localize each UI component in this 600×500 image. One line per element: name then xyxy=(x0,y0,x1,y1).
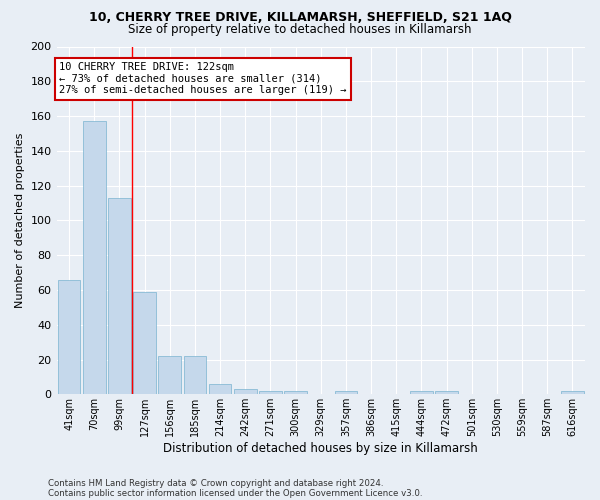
Bar xyxy=(209,384,232,394)
Bar xyxy=(184,356,206,395)
Y-axis label: Number of detached properties: Number of detached properties xyxy=(15,132,25,308)
Bar xyxy=(561,391,584,394)
Bar xyxy=(108,198,131,394)
Bar xyxy=(234,389,257,394)
Text: 10, CHERRY TREE DRIVE, KILLAMARSH, SHEFFIELD, S21 1AQ: 10, CHERRY TREE DRIVE, KILLAMARSH, SHEFF… xyxy=(89,11,511,24)
Bar xyxy=(133,292,156,395)
X-axis label: Distribution of detached houses by size in Killamarsh: Distribution of detached houses by size … xyxy=(163,442,478,455)
Bar xyxy=(435,391,458,394)
Text: Contains public sector information licensed under the Open Government Licence v3: Contains public sector information licen… xyxy=(48,488,422,498)
Bar xyxy=(58,280,80,394)
Bar xyxy=(158,356,181,395)
Bar xyxy=(259,391,282,394)
Text: Size of property relative to detached houses in Killamarsh: Size of property relative to detached ho… xyxy=(128,22,472,36)
Bar xyxy=(410,391,433,394)
Bar xyxy=(284,391,307,394)
Text: Contains HM Land Registry data © Crown copyright and database right 2024.: Contains HM Land Registry data © Crown c… xyxy=(48,478,383,488)
Text: 10 CHERRY TREE DRIVE: 122sqm
← 73% of detached houses are smaller (314)
27% of s: 10 CHERRY TREE DRIVE: 122sqm ← 73% of de… xyxy=(59,62,347,96)
Bar xyxy=(83,122,106,394)
Bar xyxy=(335,391,357,394)
